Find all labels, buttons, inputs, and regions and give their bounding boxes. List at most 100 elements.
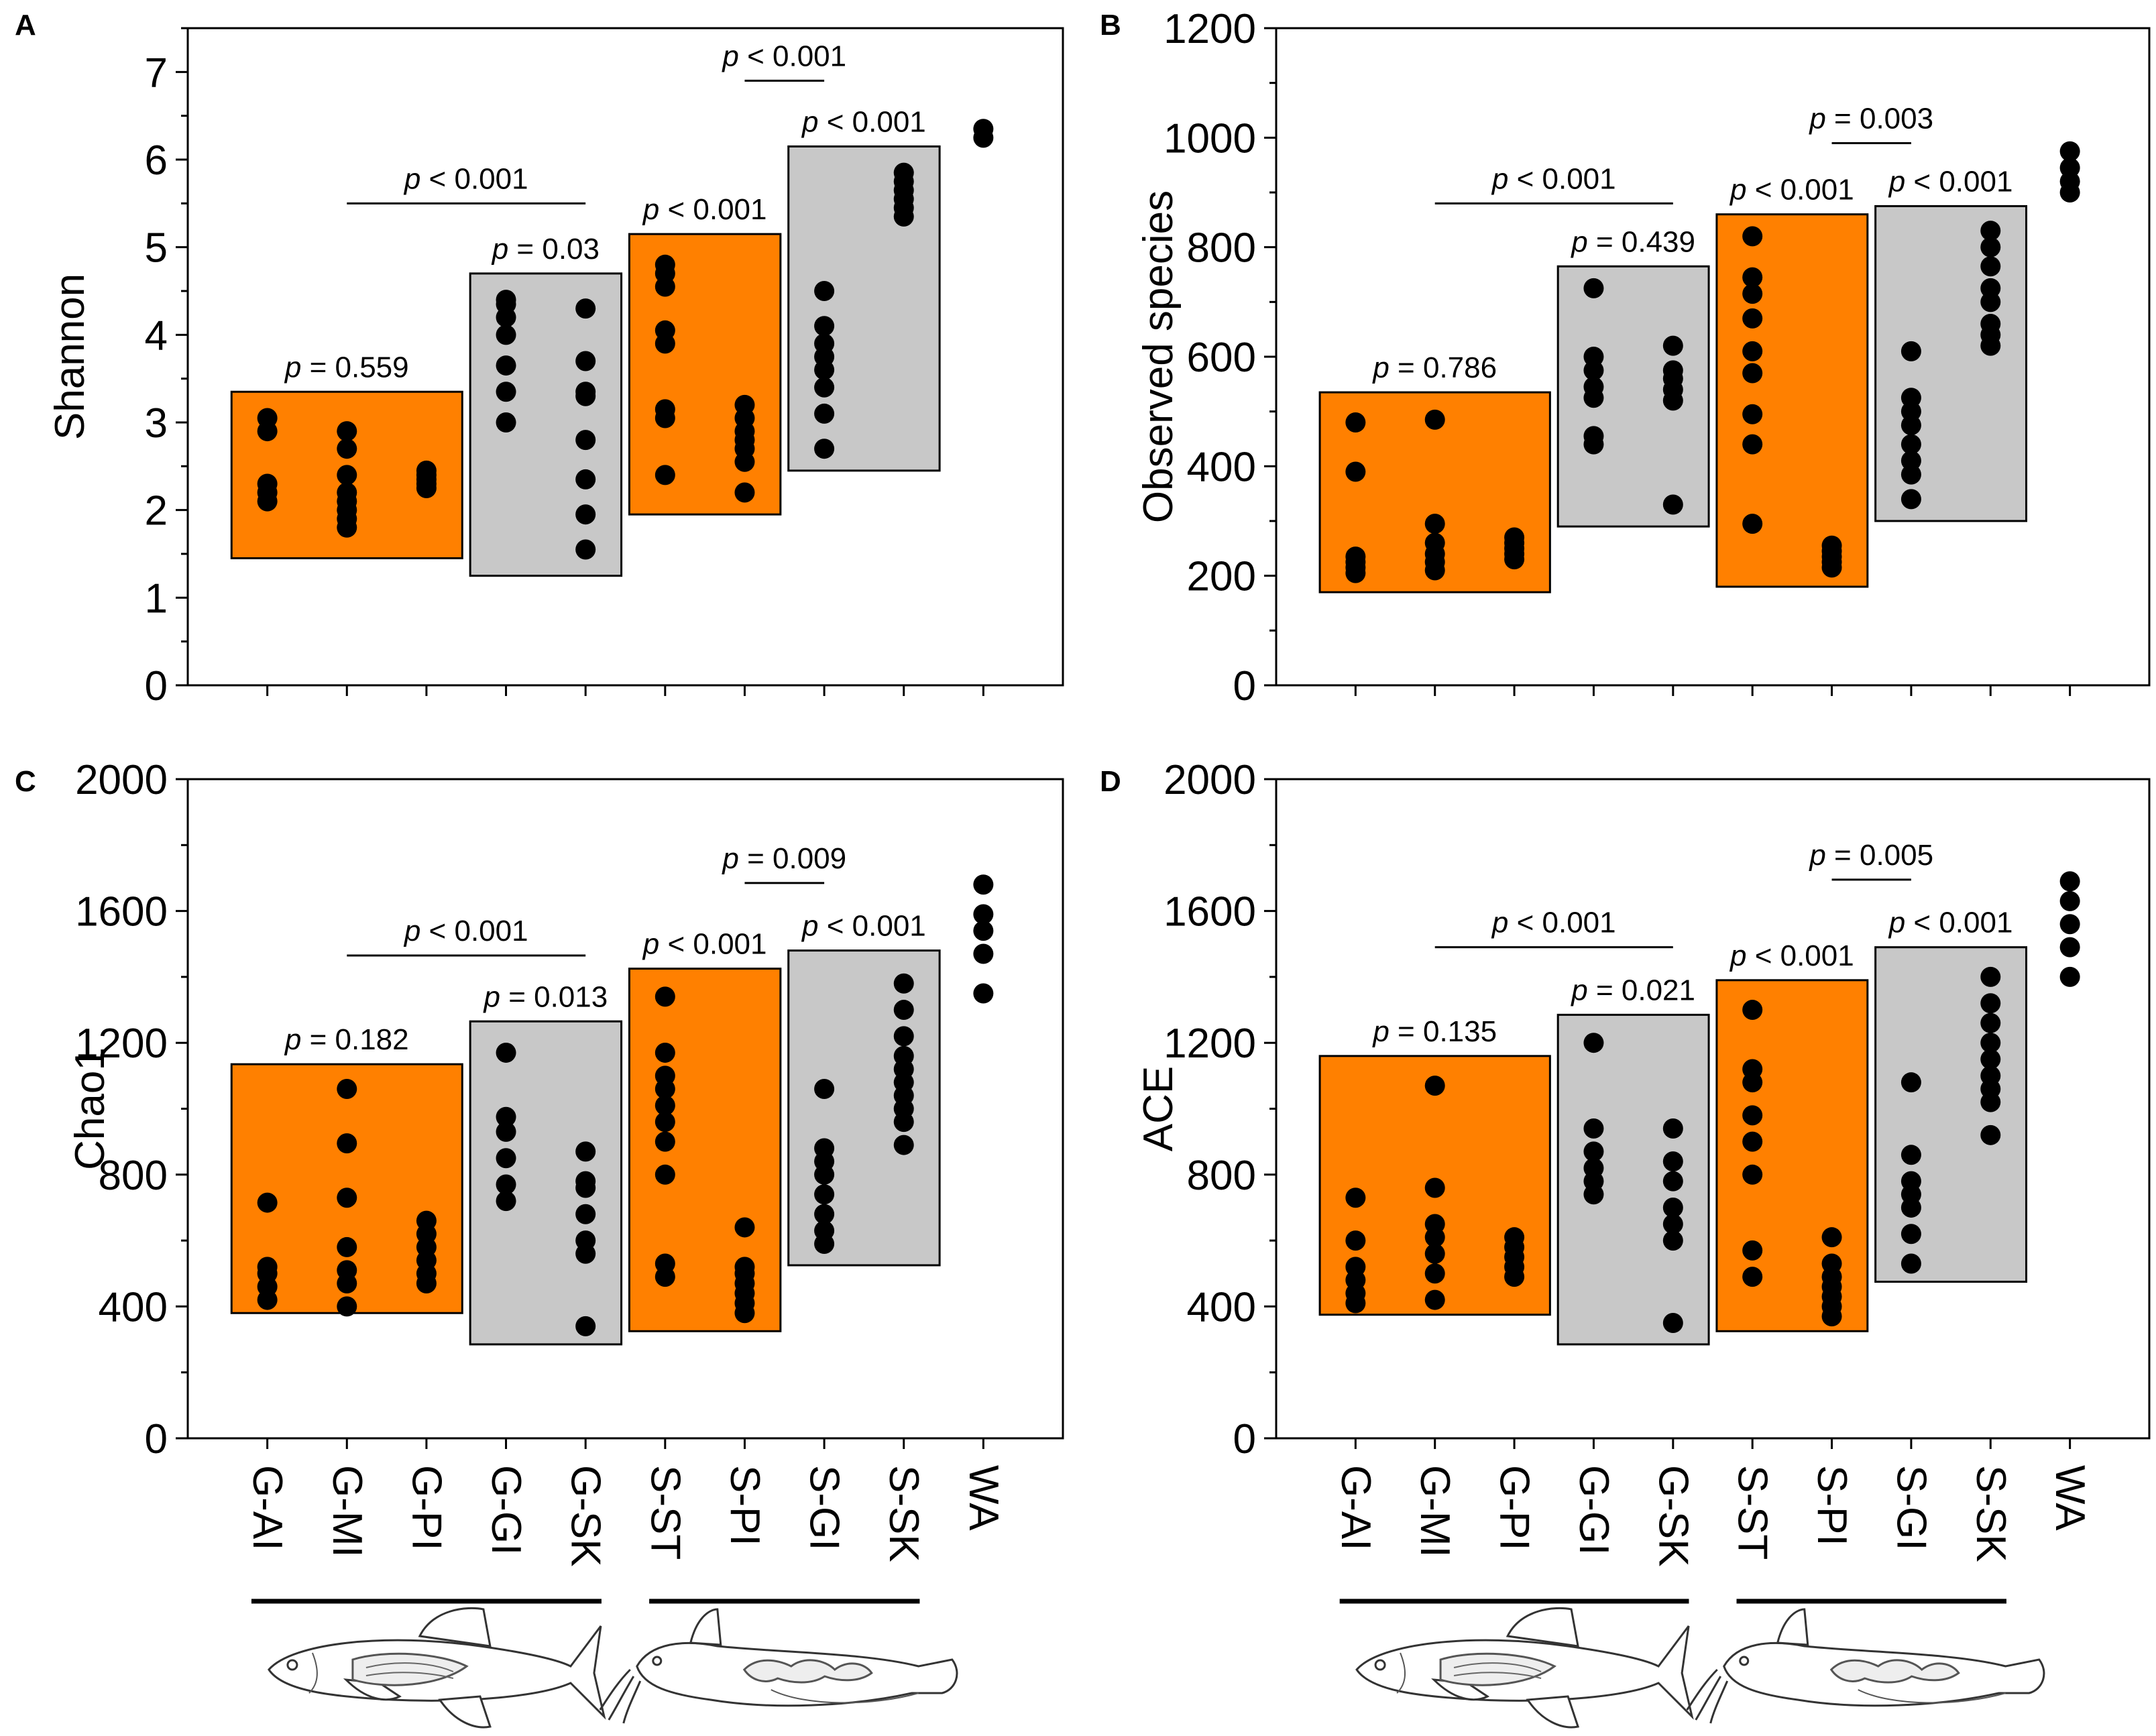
data-point <box>575 382 596 402</box>
fish-gut <box>1439 1652 1556 1686</box>
data-point <box>1742 226 1763 247</box>
p-value-label: p = 0.439 <box>1570 225 1695 258</box>
data-point <box>1900 1072 1921 1093</box>
data-point <box>655 1253 675 1274</box>
panel-letter: C <box>15 765 36 798</box>
data-point <box>655 1042 675 1063</box>
data-point <box>893 1026 914 1047</box>
x-category-label: G-AI <box>1332 1465 1379 1550</box>
x-category-label: S-GI <box>1888 1465 1934 1550</box>
data-point <box>1583 376 1604 397</box>
data-point <box>1424 1263 1445 1284</box>
data-point <box>337 1296 357 1317</box>
data-point <box>1742 1164 1763 1185</box>
data-point <box>1583 278 1604 298</box>
y-tick-label: 0 <box>1233 1416 1256 1462</box>
group-box <box>628 233 782 516</box>
y-tick-label: 400 <box>99 1284 168 1330</box>
data-point <box>973 904 994 925</box>
fish-gill <box>1396 1652 1406 1694</box>
data-point <box>1980 221 2001 241</box>
data-point <box>1980 237 2001 257</box>
catfish-fin <box>689 1608 722 1646</box>
data-point <box>973 943 994 964</box>
data-point <box>1900 1253 1921 1274</box>
data-point <box>1583 1033 1604 1053</box>
p-value-label: p < 0.001 <box>642 193 767 226</box>
catfish-eye <box>1739 1656 1750 1666</box>
data-point <box>1504 1227 1525 1248</box>
x-category-label: S-ST <box>1729 1465 1776 1560</box>
data-point <box>2059 890 2080 911</box>
data-point <box>337 1133 357 1154</box>
data-point <box>496 1174 516 1195</box>
group-box <box>1556 1013 1710 1346</box>
data-point <box>1345 1257 1366 1277</box>
data-point <box>1900 1145 1921 1165</box>
data-point <box>2059 158 2080 178</box>
y-tick-label: 0 <box>1233 663 1256 709</box>
p-value-label: p < 0.001 <box>1491 907 1616 939</box>
x-category-label: S-PI <box>1809 1465 1855 1546</box>
data-point <box>1742 1267 1763 1287</box>
y-tick-label: 800 <box>1187 1153 1256 1199</box>
y-axis-title: ACE <box>1135 1066 1182 1151</box>
group-box <box>1715 213 1869 588</box>
data-point <box>655 1112 675 1133</box>
p-value-label: p < 0.001 <box>721 40 846 72</box>
data-point <box>893 162 914 183</box>
y-tick-label: 600 <box>1187 335 1256 381</box>
data-point <box>1900 341 1921 361</box>
data-point <box>1980 256 2001 277</box>
y-tick-label: 800 <box>99 1153 168 1199</box>
data-point <box>575 430 596 451</box>
p-value-label: p < 0.001 <box>1888 907 2013 939</box>
x-category-label: WA <box>960 1465 1007 1531</box>
data-point <box>1821 1227 1842 1248</box>
data-point <box>655 254 675 275</box>
x-category-label: S-ST <box>642 1465 688 1560</box>
data-point <box>1742 404 1763 424</box>
data-point <box>814 1184 835 1205</box>
fish-gill <box>308 1652 318 1694</box>
data-point <box>1345 546 1366 567</box>
p-value-label: p < 0.001 <box>1729 939 1854 972</box>
data-point <box>1424 532 1445 553</box>
data-point <box>973 874 994 895</box>
data-point <box>1742 1240 1763 1261</box>
data-point <box>1662 1197 1683 1218</box>
data-point <box>257 1257 278 1277</box>
data-point <box>337 482 357 503</box>
y-tick-label: 800 <box>1187 225 1256 272</box>
p-value-label: p = 0.003 <box>1808 103 1933 135</box>
data-point <box>1980 966 2001 987</box>
fish-fin <box>1506 1607 1579 1647</box>
data-point <box>1583 1118 1604 1139</box>
catfish-barbels <box>1686 1668 1729 1724</box>
group-box <box>1556 265 1710 528</box>
p-value-label: p < 0.001 <box>403 162 528 195</box>
data-point <box>1662 1214 1683 1234</box>
data-point <box>734 1257 755 1277</box>
data-point <box>814 439 835 459</box>
data-point <box>1424 1243 1445 1264</box>
y-tick-label: 400 <box>1187 444 1256 490</box>
data-point <box>814 1079 835 1100</box>
p-value-label: p = 0.135 <box>1371 1015 1497 1048</box>
x-category-label: G-GI <box>1571 1465 1617 1555</box>
data-point <box>1662 360 1683 381</box>
data-point <box>814 1220 835 1241</box>
data-point <box>1345 1230 1366 1251</box>
data-point <box>2059 914 2080 935</box>
group-box <box>469 272 623 577</box>
p-value-label: p = 0.03 <box>491 233 600 266</box>
data-point <box>814 316 835 337</box>
data-point <box>1742 514 1763 534</box>
x-category-label: G-SK <box>563 1465 609 1567</box>
p-value-label: p < 0.001 <box>801 910 926 943</box>
y-axis-title: Shannon <box>47 274 93 440</box>
p-value-label: p = 0.559 <box>284 351 409 384</box>
data-point <box>655 465 675 485</box>
fish-gut-lines <box>1453 1662 1542 1679</box>
data-point <box>416 460 437 481</box>
